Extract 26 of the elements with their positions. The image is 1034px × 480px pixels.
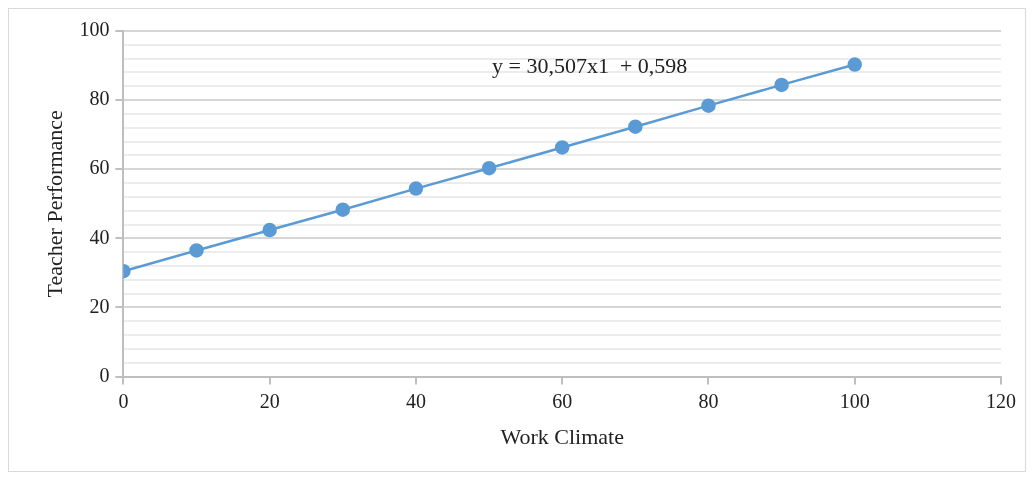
point <box>189 243 204 258</box>
y-tick-label: 20 <box>89 294 110 317</box>
y-tick-label: 40 <box>89 225 110 248</box>
point <box>335 202 351 217</box>
annotation: y = 30,507x1 + 0,598 <box>491 52 688 78</box>
x-tick-label: 40 <box>405 389 426 412</box>
x-tick-label: 80 <box>698 389 719 412</box>
point <box>701 98 716 113</box>
point <box>774 77 789 93</box>
x-axis-title: Work Climate <box>500 423 624 449</box>
point <box>847 57 862 72</box>
y-tick-label: 80 <box>89 87 110 110</box>
point <box>262 222 277 238</box>
x-tick-label: 0 <box>118 389 129 412</box>
point <box>408 181 424 196</box>
point <box>628 119 643 134</box>
x-tick-label: 120 <box>986 389 1016 412</box>
x-tick-label: 60 <box>552 389 573 412</box>
y-tick-label: 60 <box>89 156 110 179</box>
x-tick-label: 20 <box>259 389 280 412</box>
y-tick-label: 0 <box>99 363 110 386</box>
point <box>554 140 570 155</box>
y-axis-title: Teacher Performance <box>41 110 67 298</box>
x-tick-label: 100 <box>839 389 870 412</box>
point <box>481 160 497 176</box>
y-tick-label: 100 <box>79 18 110 41</box>
